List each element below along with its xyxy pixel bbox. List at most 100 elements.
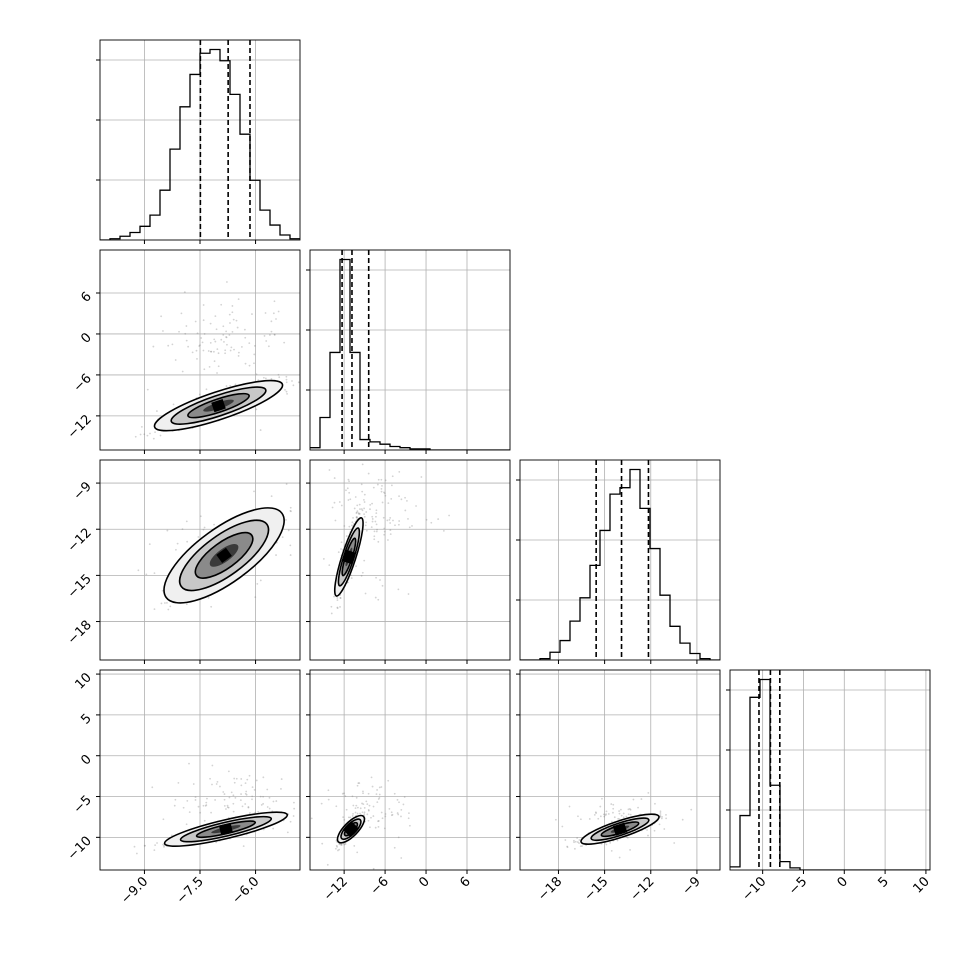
sample-point	[354, 496, 357, 498]
sample-point	[152, 345, 155, 348]
sample-point	[293, 788, 295, 790]
x-tick-label: −6	[368, 874, 392, 898]
density-contours	[580, 813, 660, 845]
sample-point	[188, 762, 190, 765]
sample-point	[605, 813, 607, 816]
sample-point	[182, 806, 185, 809]
sample-point	[232, 318, 235, 321]
sample-point	[232, 802, 235, 805]
sample-point	[604, 814, 607, 817]
sample-point	[194, 799, 197, 801]
sample-point	[406, 500, 408, 502]
sample-point	[400, 498, 403, 501]
sample-point	[376, 801, 379, 804]
density-peak	[612, 822, 628, 836]
y-tick-label: 0	[78, 330, 94, 346]
sample-point	[267, 345, 270, 348]
sample-point	[400, 857, 403, 859]
sample-point	[353, 845, 356, 847]
scatter-panel-1-2	[306, 459, 511, 664]
panel-frame	[309, 459, 511, 661]
sample-point	[263, 335, 266, 337]
sample-point	[216, 780, 219, 783]
sample-point	[365, 529, 368, 532]
sample-point	[343, 843, 346, 846]
sample-point	[373, 530, 376, 533]
sample-point	[350, 524, 353, 527]
sample-point	[347, 499, 350, 501]
sample-point	[185, 520, 188, 523]
sample-point	[613, 816, 616, 819]
sample-point	[392, 519, 394, 522]
sample-point	[425, 518, 428, 521]
sample-point	[321, 842, 324, 845]
sample-point	[356, 516, 358, 518]
sample-point	[185, 603, 188, 606]
sample-point	[373, 538, 376, 541]
sample-point	[185, 339, 188, 342]
sample-point	[368, 804, 371, 807]
sample-point	[448, 514, 450, 517]
density-contours	[163, 507, 285, 604]
x-tick-label: 10	[910, 874, 932, 896]
sample-point	[339, 843, 342, 846]
sample-point	[373, 535, 376, 538]
sample-point	[358, 782, 361, 784]
sample-point	[578, 842, 580, 845]
sample-point	[660, 817, 663, 820]
sample-point	[134, 435, 137, 438]
sample-point	[175, 548, 177, 551]
sample-point	[383, 530, 386, 533]
sample-point	[375, 509, 378, 512]
scatter-panel-1-3	[293, 669, 511, 874]
sample-point	[629, 813, 632, 816]
sample-point	[205, 388, 208, 391]
sample-point	[378, 793, 381, 796]
sample-point	[397, 813, 400, 816]
sample-point	[286, 393, 288, 395]
sample-point	[230, 346, 233, 349]
sample-point	[393, 792, 396, 795]
sample-point	[345, 808, 348, 811]
sample-point	[384, 815, 387, 818]
sample-point	[390, 814, 393, 817]
sample-point	[254, 811, 257, 814]
sample-point	[262, 376, 265, 379]
sample-point	[262, 776, 265, 779]
sample-point	[194, 796, 197, 798]
sample-point	[356, 504, 359, 507]
sample-point	[588, 818, 591, 820]
sample-point	[198, 345, 201, 347]
density-peak	[211, 398, 226, 413]
x-tick-label: −9	[680, 874, 704, 898]
sample-point	[384, 479, 387, 482]
sample-point	[415, 505, 417, 507]
sample-point	[245, 790, 248, 793]
sample-point	[377, 478, 380, 481]
sample-point	[573, 841, 575, 844]
sample-point	[579, 845, 582, 848]
sample-point	[361, 811, 364, 814]
sample-point	[253, 490, 255, 493]
sample-point	[661, 815, 663, 818]
sample-point	[257, 810, 260, 813]
sample-point	[255, 373, 258, 376]
sample-point	[180, 312, 183, 315]
sample-point	[333, 501, 336, 504]
sample-point	[380, 487, 383, 490]
sample-point	[222, 334, 225, 336]
sample-point	[202, 349, 205, 352]
sample-point	[291, 380, 293, 382]
sample-point	[170, 834, 173, 837]
sample-point	[384, 494, 387, 497]
sample-point	[262, 802, 265, 805]
sample-point	[607, 813, 610, 815]
sample-point	[341, 792, 344, 795]
sample-point	[220, 338, 223, 341]
sample-point	[174, 798, 177, 801]
sample-point	[228, 313, 231, 316]
sample-point	[393, 846, 396, 849]
sample-point	[162, 843, 165, 846]
sample-point	[244, 792, 247, 795]
sample-point	[363, 493, 366, 496]
